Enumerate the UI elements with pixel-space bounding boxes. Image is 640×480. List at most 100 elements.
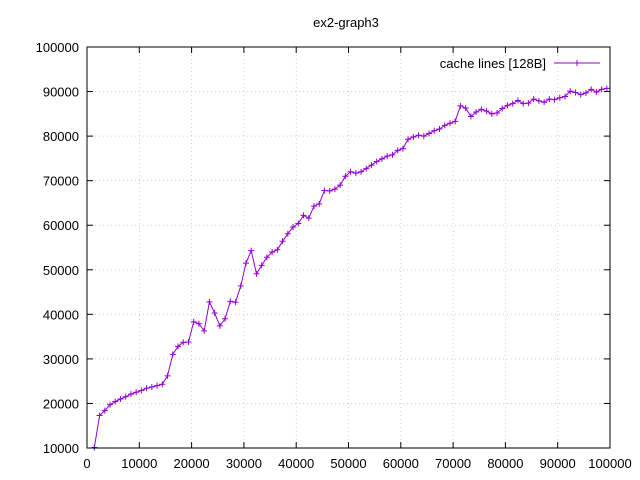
data-point-marker — [175, 343, 182, 350]
data-point-marker — [253, 270, 260, 277]
y-tick-label: 60000 — [43, 218, 79, 233]
y-tick-label: 90000 — [43, 85, 79, 100]
data-point-marker — [446, 120, 453, 127]
data-point-marker — [216, 322, 223, 329]
legend-label: cache lines [128B] — [440, 56, 546, 71]
data-point-marker — [394, 147, 401, 154]
data-point-marker — [504, 102, 511, 109]
data-point-marker — [290, 224, 297, 231]
data-point-marker — [310, 203, 317, 210]
data-point-marker — [342, 173, 349, 180]
data-point-marker — [284, 230, 291, 237]
data-point-marker — [227, 298, 234, 305]
data-point-marker — [107, 401, 114, 408]
x-tick-label: 100000 — [588, 456, 631, 471]
series-line — [93, 87, 607, 448]
data-point-marker — [541, 99, 548, 106]
x-tick-label: 90000 — [540, 456, 576, 471]
data-point-marker — [195, 320, 202, 327]
data-point-marker — [405, 136, 412, 143]
data-point-marker — [494, 109, 501, 116]
grid-lines — [87, 47, 610, 448]
data-point-marker — [122, 393, 129, 400]
data-point-marker — [279, 238, 286, 245]
data-point-marker — [556, 94, 563, 101]
data-point-marker — [232, 299, 239, 306]
data-point-marker — [483, 108, 490, 115]
data-point-marker — [258, 262, 265, 269]
data-point-marker — [603, 85, 610, 92]
x-tick-label: 50000 — [330, 456, 366, 471]
data-point-marker — [562, 93, 569, 100]
data-point-marker — [535, 97, 542, 104]
data-point-marker — [452, 118, 459, 125]
legend: cache lines [128B] — [440, 56, 600, 71]
chart-title: ex2-graph3 — [313, 15, 379, 30]
data-point-marker — [478, 106, 485, 113]
data-point-marker — [567, 88, 574, 95]
data-point-marker — [112, 398, 119, 405]
series-layer — [91, 85, 610, 451]
y-tick-label: 20000 — [43, 396, 79, 411]
data-point-marker — [551, 96, 558, 103]
data-point-marker — [389, 151, 396, 158]
data-point-marker — [316, 200, 323, 207]
data-point-marker — [169, 351, 176, 358]
data-point-marker — [211, 309, 218, 316]
x-tick-label: 10000 — [121, 456, 157, 471]
data-point-marker — [457, 102, 464, 109]
data-point-marker — [331, 186, 338, 193]
data-point-marker — [326, 187, 333, 194]
data-point-marker — [201, 327, 208, 334]
data-point-marker — [363, 165, 370, 172]
data-point-marker — [358, 168, 365, 175]
y-tick-label: 40000 — [43, 307, 79, 322]
y-tick-label: 30000 — [43, 352, 79, 367]
data-point-marker — [237, 282, 244, 289]
data-point-marker — [525, 100, 532, 107]
data-point-marker — [190, 318, 197, 325]
data-point-marker — [352, 170, 359, 177]
y-tick-label: 10000 — [43, 441, 79, 456]
data-point-marker — [441, 122, 448, 129]
y-tick-label: 70000 — [43, 174, 79, 189]
data-point-marker — [164, 372, 171, 379]
x-tick-label: 70000 — [435, 456, 471, 471]
x-tick-label: 60000 — [383, 456, 419, 471]
data-point-marker — [185, 338, 192, 345]
data-point-marker — [269, 248, 276, 255]
data-point-marker — [509, 100, 516, 107]
data-point-marker — [582, 89, 589, 96]
data-point-marker — [242, 260, 249, 267]
y-tick-label: 100000 — [36, 40, 79, 55]
data-point-marker — [143, 385, 150, 392]
data-point-marker — [101, 407, 108, 414]
data-point-marker — [436, 125, 443, 132]
data-point-marker — [399, 145, 406, 152]
data-point-marker — [378, 155, 385, 162]
data-point-marker — [520, 100, 527, 107]
data-point-marker — [598, 86, 605, 93]
data-point-marker — [117, 395, 124, 402]
axis-ticks: 0 10000 20000 30000 40000 50000 60000 70000 8000… — [36, 40, 632, 471]
x-tick-label: 30000 — [226, 456, 262, 471]
data-point-marker — [127, 391, 134, 398]
data-point-marker — [384, 153, 391, 160]
data-point-marker — [154, 382, 161, 389]
data-point-marker — [572, 89, 579, 96]
data-point-marker — [148, 383, 155, 390]
data-point-marker — [415, 132, 422, 139]
data-point-marker — [588, 86, 595, 93]
y-tick-label: 80000 — [43, 129, 79, 144]
data-point-marker — [248, 247, 255, 254]
data-point-marker — [305, 215, 312, 222]
x-tick-label: 0 — [83, 456, 90, 471]
data-point-marker — [159, 381, 166, 388]
data-point-marker — [368, 162, 375, 169]
data-point-marker — [577, 91, 584, 98]
data-point-marker — [530, 96, 537, 103]
legend-swatch-marker — [574, 60, 580, 66]
data-point-marker — [180, 339, 187, 346]
data-point-marker — [514, 97, 521, 104]
